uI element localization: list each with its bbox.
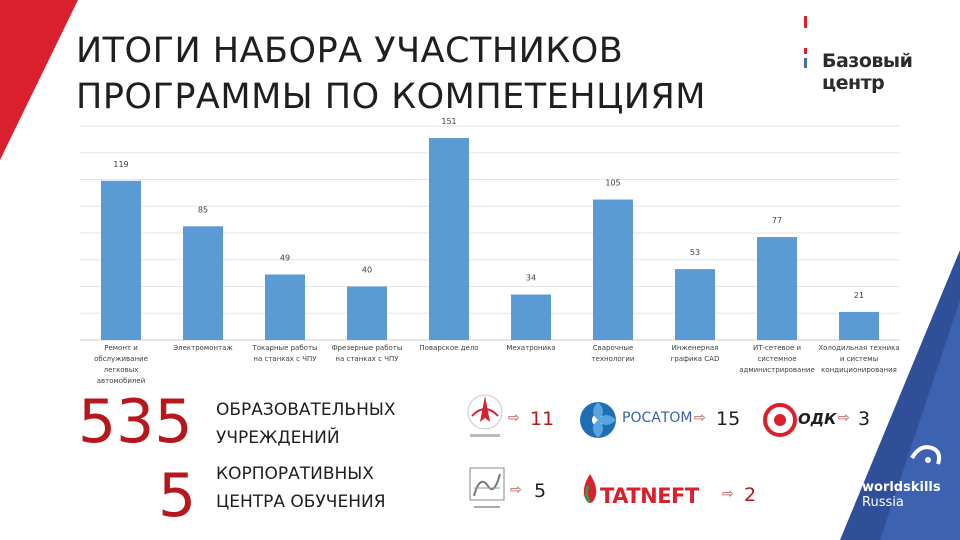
chart-bar [101,180,141,340]
chart-bar [429,138,469,340]
chtz-logo-icon [469,467,505,508]
chart-category-label: Фрезерные работы [332,344,403,352]
chart-category-label: на станках с ЧПУ [335,355,399,363]
corporate-label-line-2: ЦЕНТРА ОБУЧЕНИЯ [216,492,386,512]
chart-data-label: 40 [362,266,372,275]
chtz-arrow-icon: ⇨ [510,482,522,498]
rosatom-count: 15 [716,408,741,430]
title-line-2: ПРОГРАММЫ ПО КОМПЕТЕНЦИЯМ [76,77,706,117]
chart-category-label: системное [757,355,796,363]
chart-category-label: Холодильная техника [818,344,899,352]
tatneft-drop-icon [583,474,597,504]
chart-category-label: обслуживание [94,355,148,363]
chart-data-label: 119 [113,160,128,169]
page-title: ИТОГИ НАБОРА УЧАСТНИКОВ ПРОГРАММЫ ПО КОМ… [76,28,796,120]
rosatom-logo-icon [580,402,616,438]
chart-category-label: Сварочные [593,344,634,352]
chart-bar [675,269,715,340]
chart-category-label: администрирование [739,366,815,374]
institutions-label-line-2: УЧРЕЖДЕНИЙ [216,428,340,448]
chart-data-label: 34 [526,274,536,283]
roscosmos-count: 11 [530,408,555,430]
chart-bar [347,286,387,340]
corporate-count: 5 [158,461,197,531]
roscosmos-logo-icon [467,394,503,437]
chart-category-label: и системы [840,355,878,363]
chart-category-label: Ремонт и [104,344,138,352]
chart-bar [839,311,879,340]
chart-bar [593,199,633,340]
rosatom-arrow-icon: ⇨ [694,410,706,426]
chart-bar [265,274,305,340]
worldskills-line-2: Russia [862,495,904,510]
tatneft-count: 2 [744,484,757,506]
brand-logo-icon [804,16,807,68]
chart-category-label: Мехатроника [506,344,555,352]
institutions-label-line-1: ОБРАЗОВАТЕЛЬНЫХ [216,400,396,420]
chart-bar [183,226,223,340]
brand-name: Базовый центр [822,50,913,94]
corporate-label-line-1: КОРПОРАТИВНЫХ [216,464,374,484]
odk-arrow-icon: ⇨ [838,410,850,426]
odk-name: ОДК [798,410,837,428]
top-left-red-shape [0,0,78,160]
chart-data-label: 53 [690,248,700,257]
chart-category-label: на станках с ЧПУ [253,355,317,363]
chart-category-label: графика CAD [671,355,720,363]
roscosmos-arrow-icon: ⇨ [508,410,520,426]
bar-chart: 119 Ремонт и обслуживание легковых автомобил… [80,117,900,385]
rosatom-name: РОСАТОМ [622,410,693,426]
bottom-right-blue-light-shape [880,300,960,540]
worldskills-logo: worldskills Russia [862,480,941,510]
chart-category-label: ИТ-сетевое и [753,344,801,352]
chart-bar [511,294,551,340]
chart-category-label: технологии [592,355,635,363]
tatneft-name: TATNEFT [600,484,699,508]
chtz-count: 5 [534,480,547,502]
odk-logo-icon [763,403,797,437]
worldskills-logo-icon [910,445,942,465]
chart-category-label: Поварское дело [419,344,478,352]
chart-category-label: Инженерная [672,344,719,352]
chart-category-label: Токарные работы [251,344,317,352]
chart-data-label: 105 [605,179,620,188]
corporate-label: КОРПОРАТИВНЫХ ЦЕНТРА ОБУЧЕНИЯ [216,460,386,516]
chart-category-label: легковых [104,366,139,374]
odk-count: 3 [858,408,871,430]
chart-category-label: кондиционирования [821,366,897,374]
chart-data-label: 21 [854,291,864,300]
chart-data-label: 77 [772,216,782,225]
tatneft-arrow-icon: ⇨ [722,486,734,502]
chart-category-label: Электромонтаж [173,344,233,352]
worldskills-line-1: worldskills [862,480,941,495]
chart-bar [757,237,797,340]
chart-data-label: 85 [198,205,208,214]
title-line-1: ИТОГИ НАБОРА УЧАСТНИКОВ [76,31,624,71]
chart-data-label: 151 [441,117,456,126]
institutions-count: 535 [78,387,193,457]
chart-category-label: автомобилей [97,377,146,385]
chart-data-label: 49 [280,253,290,262]
institutions-label: ОБРАЗОВАТЕЛЬНЫХ УЧРЕЖДЕНИЙ [216,396,396,452]
